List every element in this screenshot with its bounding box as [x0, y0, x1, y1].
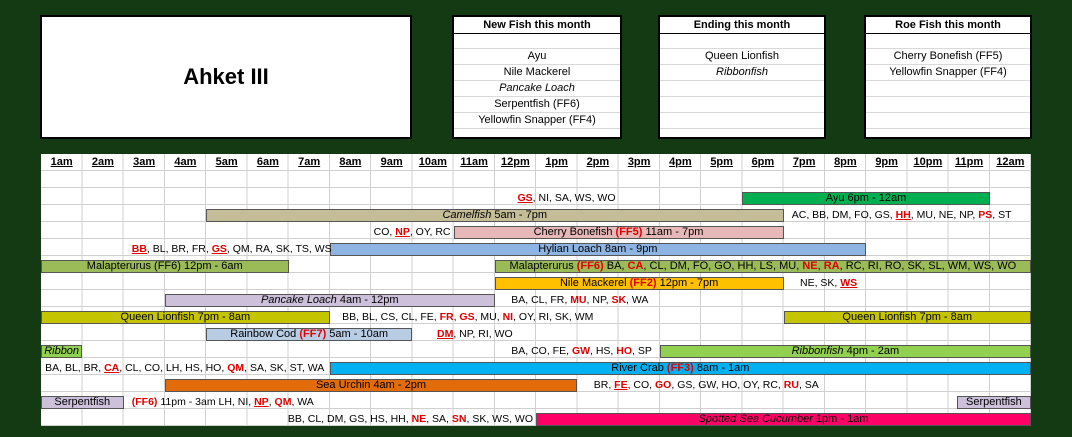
panel-item: Serpentfish (FF6)	[494, 98, 580, 110]
hour-header: 11am	[460, 156, 488, 168]
hour-header: 7am	[298, 156, 321, 168]
ending-list: Queen Lionfish Ribbonfish	[660, 34, 824, 80]
fish-time-bar: Ribbonfish 4pm - 2am	[659, 345, 1031, 358]
hour-header: 9pm	[875, 156, 898, 168]
ending-header: Ending this month	[660, 17, 824, 34]
hour-header: 8am	[339, 156, 362, 168]
new-fish-header: New Fish this month	[454, 17, 620, 34]
roe-fish-header: Roe Fish this month	[866, 17, 1030, 34]
hour-header: 3am	[133, 156, 156, 168]
hour-header: 2pm	[586, 156, 610, 168]
fish-time-bar: Malapterurus (FF6) 12pm - 6am	[41, 260, 289, 273]
bait-list-text: AC, BB, DM, FO, GS, HH, MU, NE, NP, PS, …	[791, 209, 1012, 221]
fish-time-bar: Nile Mackerel (FF2) 12pm - 7pm	[494, 277, 784, 290]
hour-header: 6pm	[751, 156, 775, 168]
fish-time-bar: Serpentfish	[41, 396, 124, 409]
new-fish-panel: New Fish this month Ayu Nile Mackerel Panc…	[452, 15, 622, 139]
bait-list-text: BB, CL, DM, GS, HS, HH, NE, SA, SN, SK, …	[287, 413, 533, 425]
hour-header: 4am	[174, 156, 197, 168]
fish-time-bar: River Crab (FF3) 8am - 1am	[329, 362, 1031, 375]
hour-header: 10am	[418, 156, 447, 168]
hour-header: 5pm	[710, 156, 733, 168]
bait-list-text: NE, SK, WS	[800, 277, 858, 289]
hour-header: 12am	[996, 156, 1025, 168]
hour-header: 5am	[215, 156, 238, 168]
title-panel: Ahket III	[40, 15, 412, 139]
panel-item: Ayu	[527, 50, 547, 62]
fish-time-bar: Spotted Sea Cucumber 1pm - 1am	[536, 413, 1031, 426]
fish-time-bar: Rainbow Cod (FF7) 5am - 10am	[206, 328, 413, 341]
hour-header: 11pm	[955, 156, 984, 168]
bait-list-text: BB, BL, BR, FR, GS, QM, RA, SK, TS, WS	[131, 243, 332, 255]
hour-header: 4pm	[669, 156, 692, 168]
ending-panel: Ending this month Queen Lionfish Ribbonfi…	[658, 15, 826, 139]
hour-header: 2am	[91, 156, 114, 168]
fish-time-bar: Ribbon	[41, 345, 83, 358]
panel-item: Yellowfin Snapper (FF4)	[889, 66, 1007, 78]
hour-header: 9am	[380, 156, 403, 168]
bait-list-text: GS, NI, SA, WS, WO	[517, 192, 616, 204]
hour-header: 12pm	[501, 156, 530, 168]
bait-list-text: BB, BL, CS, CL, FE, FR, GS, MU, NI, OY, …	[342, 311, 594, 323]
bait-list-text: BR, FE, CO, GO, GS, GW, HO, OY, RC, RU, …	[593, 379, 819, 391]
page-title: Ahket III	[183, 64, 269, 89]
bait-list-text: BA, CL, FR, MU, NP, SK, WA	[511, 294, 649, 306]
hour-header: 1pm	[545, 156, 568, 168]
fish-time-bar: Camelfish 5am - 7pm	[206, 209, 784, 222]
bait-list-text: CO, NP, OY, RC	[373, 226, 451, 238]
panel-item: Ribbonfish	[716, 66, 768, 78]
roe-fish-list: Cherry Bonefish (FF5) Yellowfin Snapper (…	[866, 34, 1030, 80]
roe-fish-panel: Roe Fish this month Cherry Bonefish (FF5…	[864, 15, 1032, 139]
fish-time-bar: Ayu 6pm - 12am	[742, 192, 990, 205]
bait-list-text: (FF6) 11pm - 3am LH, NI, NP, QM, WA	[131, 396, 314, 408]
hour-header: 1am	[50, 156, 73, 168]
bait-list-text: BA, BL, BR, CA, CL, CO, LH, HS, HO, QM, …	[45, 362, 325, 374]
new-fish-list: Ayu Nile Mackerel Pancake Loach Serpentfish…	[454, 34, 620, 128]
fish-time-bar: Queen Lionfish 7pm - 8am	[783, 311, 1031, 324]
bait-list-text: DM, NP, RI, WO	[437, 328, 513, 340]
hour-header: 8pm	[834, 156, 857, 168]
panel-item: Queen Lionfish	[705, 50, 779, 62]
hour-header: 10pm	[913, 156, 943, 168]
fish-time-bar: Sea Urchin 4am - 2pm	[164, 379, 578, 392]
fish-time-bar: Cherry Bonefish (FF5) 11am - 7pm	[453, 226, 784, 239]
schedule-grid: 1am 2am 3am 4am 5am 6am 7am 8am 9am 10am 11am 12pm 1…	[41, 154, 1031, 426]
hour-header: 7pm	[792, 156, 816, 168]
panel-item: Yellowfin Snapper (FF4)	[478, 114, 596, 126]
fish-time-bar: Pancake Loach 4am - 12pm	[164, 294, 495, 307]
fish-time-bar: Malapterurus (FF6) BA, CA, CL, DM, FO, G…	[494, 260, 1031, 273]
hour-header: 3pm	[627, 156, 651, 168]
hour-header: 6am	[256, 156, 279, 168]
panel-item: Cherry Bonefish (FF5)	[893, 50, 1003, 62]
fish-time-bar: Hylian Loach 8am - 9pm	[329, 243, 866, 256]
fish-time-bar: Serpentfish	[956, 396, 1031, 409]
panel-item: Nile Mackerel	[503, 66, 571, 78]
panel-item: Pancake Loach	[499, 82, 575, 94]
fish-time-bar: Queen Lionfish 7pm - 8am	[41, 311, 330, 324]
bait-list-text: BA, CO, FE, GW, HS, HO, SP	[511, 345, 652, 357]
